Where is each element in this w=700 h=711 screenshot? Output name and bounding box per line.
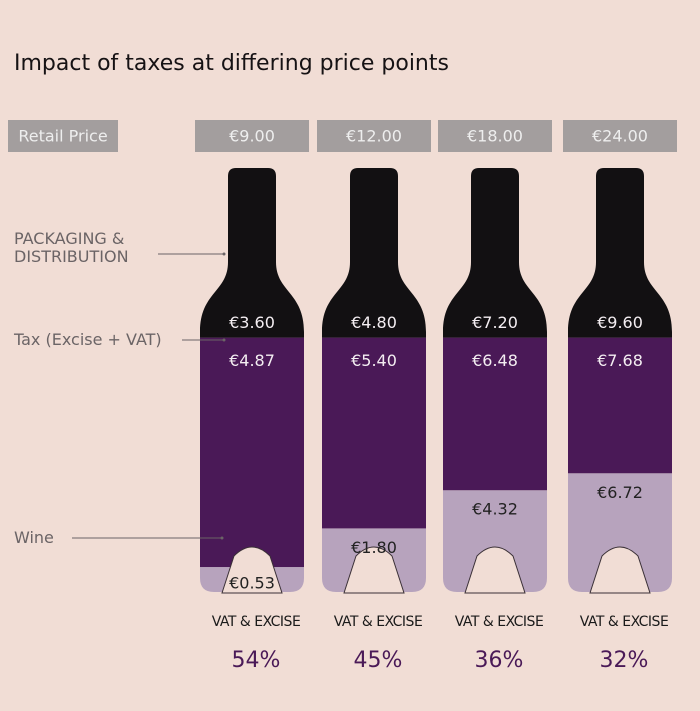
row-label: Retail Price <box>18 127 107 146</box>
value-label: €6.48 <box>472 351 518 370</box>
bottle <box>443 168 547 592</box>
value-label: €5.40 <box>351 351 397 370</box>
value-label: €1.80 <box>351 538 397 557</box>
price-label: €18.00 <box>467 127 523 146</box>
leader-dot <box>222 338 226 342</box>
share-caption: VAT & EXCISE <box>580 614 669 630</box>
share-label: 54% <box>232 648 281 673</box>
price-label: €12.00 <box>346 127 402 146</box>
leader-dot <box>220 536 224 540</box>
value-label: €4.87 <box>229 351 275 370</box>
chart-title: Impact of taxes at differing price point… <box>14 51 449 76</box>
series-label: Wine <box>14 528 54 547</box>
price-box <box>438 120 552 152</box>
leader-dot <box>222 252 226 256</box>
bottle <box>568 168 672 592</box>
price-label: €24.00 <box>592 127 648 146</box>
segment <box>443 337 547 491</box>
segment <box>200 337 304 568</box>
price-box <box>563 120 677 152</box>
share-caption: VAT & EXCISE <box>334 614 423 630</box>
bottle-punt <box>221 546 283 594</box>
segment <box>322 337 426 529</box>
value-label: €9.60 <box>597 313 643 332</box>
series-label: Tax (Excise + VAT) <box>14 330 162 349</box>
value-label: €7.20 <box>472 313 518 332</box>
share-caption: VAT & EXCISE <box>455 614 544 630</box>
bottle-punt <box>464 546 526 594</box>
share-label: 36% <box>475 648 524 673</box>
share-caption: VAT & EXCISE <box>212 614 301 630</box>
price-label: €9.00 <box>229 127 275 146</box>
series-label: PACKAGING & DISTRIBUTION <box>14 229 129 266</box>
value-label: €0.53 <box>229 574 275 593</box>
bottle <box>200 168 304 592</box>
share-label: 45% <box>354 648 403 673</box>
price-box <box>195 120 309 152</box>
segment <box>568 337 672 474</box>
value-label: €3.60 <box>229 313 275 332</box>
share-label: 32% <box>600 648 649 673</box>
row-label-box <box>8 120 118 152</box>
price-box <box>317 120 431 152</box>
value-label: €7.68 <box>597 351 643 370</box>
value-label: €4.80 <box>351 313 397 332</box>
value-label: €6.72 <box>597 483 643 502</box>
bottle-punt <box>343 546 405 594</box>
bottle <box>322 168 426 592</box>
value-label: €4.32 <box>472 500 518 519</box>
bottle-punt <box>589 546 651 594</box>
